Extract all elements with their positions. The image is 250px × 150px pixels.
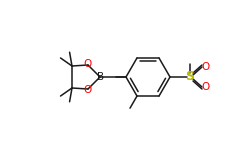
Text: O: O	[201, 62, 209, 72]
Text: O: O	[84, 59, 92, 69]
Text: B: B	[98, 72, 104, 82]
Text: O: O	[84, 85, 92, 95]
Text: S: S	[186, 70, 194, 84]
Text: O: O	[201, 82, 209, 92]
